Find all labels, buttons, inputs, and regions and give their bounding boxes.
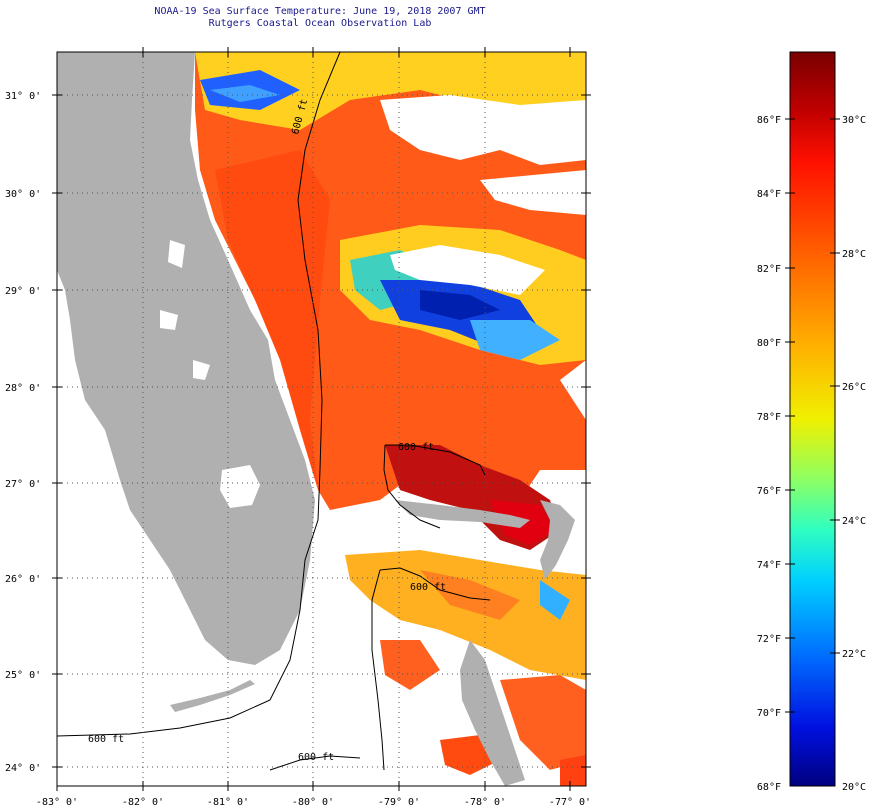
fahrenheit-label: 72°F [757,634,781,645]
lat-label: 24° 0' [5,763,41,774]
lon-label: -79° 0' [378,797,420,808]
lat-label: 27° 0' [5,479,41,490]
lat-label: 29° 0' [5,286,41,297]
lat-label: 25° 0' [5,670,41,681]
lon-label: -80° 0' [292,797,334,808]
lon-label: -78° 0' [464,797,506,808]
colorbar-ticks [785,118,840,713]
colorbar-gradient [789,51,836,787]
fahrenheit-label: 78°F [757,412,781,423]
fahrenheit-label: 80°F [757,338,781,349]
landmass [57,52,575,786]
celsius-label: 28°C [842,249,866,260]
fahrenheit-label: 74°F [757,560,781,571]
isobath-600ft [57,52,491,771]
lat-label: 28° 0' [5,383,41,394]
celsius-label: 24°C [842,516,866,527]
graticule [57,52,586,786]
lon-label: -77° 0' [549,797,591,808]
fahrenheit-label: 70°F [757,708,781,719]
fahrenheit-label: 84°F [757,189,781,200]
fahrenheit-label: 82°F [757,264,781,275]
lon-label: -81° 0' [207,797,249,808]
lat-label: 30° 0' [5,189,41,200]
celsius-label: 30°C [842,115,866,126]
lat-label: 31° 0' [5,91,41,102]
sst-map: 31° 0' 30° 0' 29° 0' 28° 0' 27° 0' 26° 0… [5,47,591,808]
fahrenheit-label: 68°F [757,782,781,793]
fahrenheit-labels: 86°F 84°F 82°F 80°F 78°F 76°F 74°F 72°F … [757,115,781,793]
map-frame [56,51,587,787]
axis-ticks [52,47,591,791]
celsius-label: 22°C [842,649,866,660]
fahrenheit-label: 86°F [757,115,781,126]
lon-label: -82° 0' [122,797,164,808]
longitude-labels: -83° 0' -82° 0' -81° 0' -80° 0' -79° 0' … [36,797,591,808]
celsius-labels: 30°C 28°C 26°C 24°C 22°C 20°C [842,115,866,793]
sst-field [195,52,586,786]
isobath-label: 600 ft [298,752,334,763]
map-title: NOAA-19 Sea Surface Temperature: June 19… [154,6,486,17]
map-subtitle: Rutgers Coastal Ocean Observation Lab [208,18,432,29]
isobath-label: 600 ft [88,734,124,745]
lon-label: -83° 0' [36,797,78,808]
isobath-label: 600 ft [410,582,446,593]
celsius-label: 20°C [842,782,866,793]
fahrenheit-label: 76°F [757,486,781,497]
isobath-label: 600 ft [398,442,434,453]
latitude-labels: 31° 0' 30° 0' 29° 0' 28° 0' 27° 0' 26° 0… [5,91,41,774]
lat-label: 26° 0' [5,574,41,585]
celsius-label: 26°C [842,382,866,393]
